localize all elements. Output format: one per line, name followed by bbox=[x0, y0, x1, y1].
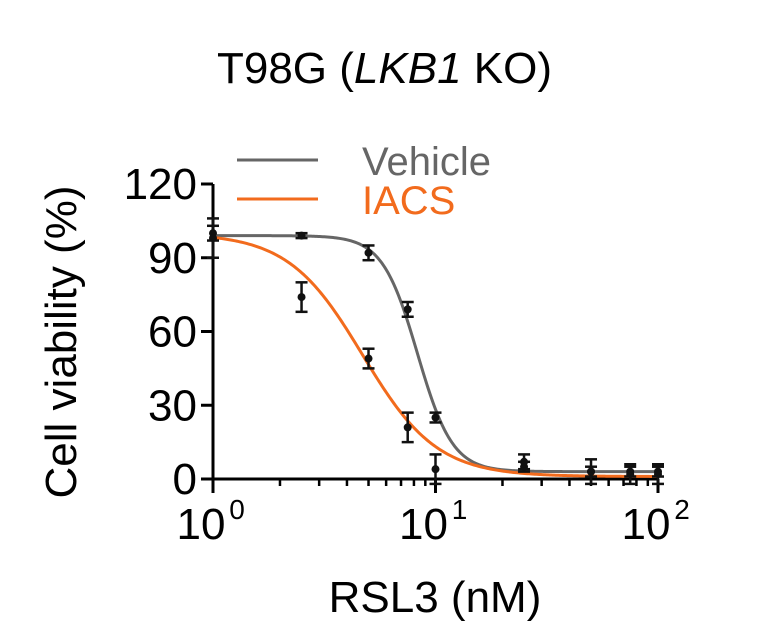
data-point-iacs bbox=[209, 234, 217, 243]
y-tick-label: 60 bbox=[148, 308, 197, 357]
x-tick-label-exponent: 1 bbox=[452, 494, 468, 525]
data-point-iacs bbox=[297, 293, 306, 302]
fit-curve-iacs bbox=[212, 235, 659, 478]
chart-title: T98G (LKB1 KO) bbox=[0, 44, 769, 94]
data-point-iacs bbox=[403, 423, 412, 432]
data-point-iacs bbox=[626, 470, 635, 479]
data-point-vehicle bbox=[297, 231, 306, 240]
legend-label-vehicle: Vehicle bbox=[362, 140, 491, 184]
x-axis-label: RSL3 (nM) bbox=[329, 573, 542, 622]
title-gene: LKB1 bbox=[353, 44, 462, 93]
legend-label-iacs: IACS bbox=[362, 179, 455, 223]
title-suffix: KO) bbox=[461, 44, 552, 93]
data-points bbox=[207, 217, 664, 486]
data-point-vehicle bbox=[431, 413, 440, 422]
data-point-vehicle bbox=[364, 248, 373, 257]
data-point-vehicle bbox=[403, 305, 412, 314]
title-prefix: T98G ( bbox=[216, 44, 354, 93]
x-tick-label-exponent: 0 bbox=[229, 494, 245, 525]
x-tick-label: 10 bbox=[399, 500, 448, 549]
data-point-iacs bbox=[431, 465, 440, 474]
fit-curves bbox=[212, 234, 659, 478]
y-tick-label: 120 bbox=[124, 160, 197, 209]
data-point-iacs bbox=[654, 470, 662, 479]
y-axis-label: Cell viability (%) bbox=[37, 186, 86, 499]
y-tick-label: 30 bbox=[148, 381, 197, 430]
x-tick-label: 10 bbox=[622, 500, 671, 549]
fit-curve-vehicle bbox=[213, 234, 658, 474]
y-tick-label: 0 bbox=[173, 455, 197, 504]
x-tick-label: 10 bbox=[177, 500, 226, 549]
data-point-iacs bbox=[587, 467, 596, 476]
x-tick-label-exponent: 2 bbox=[674, 494, 690, 525]
data-point-iacs bbox=[364, 354, 373, 363]
data-point-iacs bbox=[520, 457, 529, 466]
y-tick-label: 90 bbox=[148, 234, 197, 283]
